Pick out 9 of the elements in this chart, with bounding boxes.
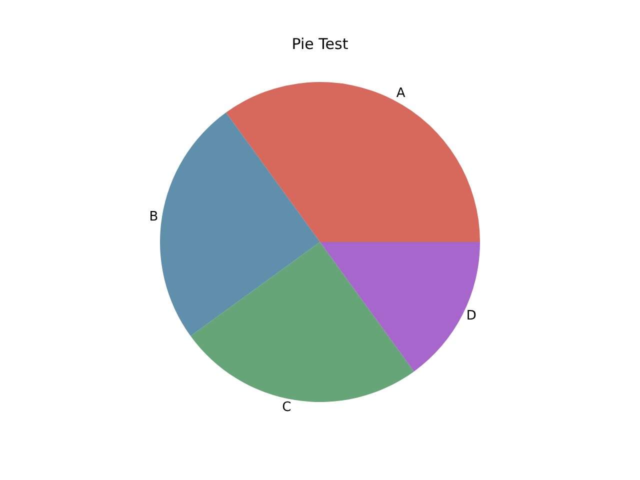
slice-label: D (466, 308, 476, 324)
slice-label: C (282, 400, 292, 415)
pie-slice (320, 242, 480, 372)
slice-label: B (149, 209, 158, 224)
pie-slice (190, 242, 414, 402)
chart-title: Pie Test (292, 34, 348, 53)
pie-slice (226, 82, 480, 242)
slice-label: A (396, 86, 406, 101)
pie-slice (160, 112, 320, 336)
